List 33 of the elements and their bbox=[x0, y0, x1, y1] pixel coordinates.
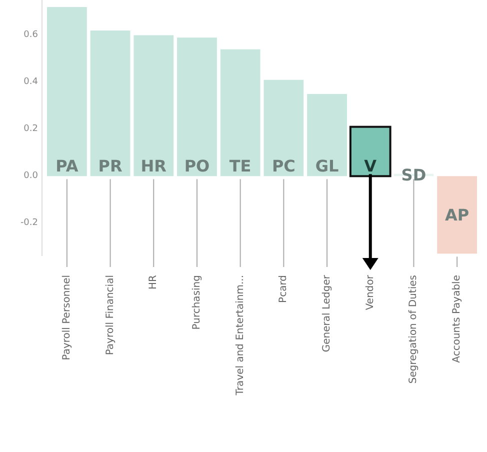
annotation: PR bbox=[98, 156, 122, 176]
x-tick-label: Vendor bbox=[364, 274, 376, 310]
x-tick-label: General Ledger bbox=[322, 274, 333, 352]
bar bbox=[134, 35, 174, 176]
bar bbox=[307, 94, 347, 176]
bar bbox=[220, 49, 260, 176]
annotation: PO bbox=[184, 156, 210, 176]
annotation: TE bbox=[229, 156, 252, 176]
y-tick-label: 0.0 bbox=[24, 171, 38, 182]
x-tick-label: HR bbox=[148, 274, 160, 290]
y-tick-label: -0.2 bbox=[20, 218, 38, 228]
x-tick-label: Payroll Personnel bbox=[61, 275, 72, 360]
x-tick-label: Segregation of Duties bbox=[408, 275, 420, 384]
x-tick-label: Travel and Entertainm... bbox=[234, 275, 246, 396]
y-tick-label: 0.6 bbox=[24, 30, 38, 40]
annotation: SD bbox=[401, 165, 426, 184]
x-tick-label: Payroll Financial bbox=[104, 275, 116, 356]
annotation: PC bbox=[272, 156, 296, 176]
bar bbox=[177, 38, 217, 176]
annotation: HR bbox=[140, 156, 166, 176]
bar bbox=[47, 7, 87, 176]
x-tick-label: Accounts Payable bbox=[452, 275, 463, 363]
annotation: PA bbox=[56, 156, 79, 176]
annotation: GL bbox=[315, 156, 339, 176]
annotation: AP bbox=[445, 205, 470, 224]
bar bbox=[90, 30, 130, 176]
annotation: V bbox=[364, 156, 378, 176]
bar bbox=[437, 176, 477, 254]
y-tick-label: 0.2 bbox=[24, 124, 38, 134]
y-tick-label: 0.4 bbox=[24, 77, 38, 88]
x-tick-label: Pcard bbox=[278, 275, 290, 303]
x-tick-label: Purchasing bbox=[191, 275, 202, 330]
bar bbox=[264, 80, 304, 176]
